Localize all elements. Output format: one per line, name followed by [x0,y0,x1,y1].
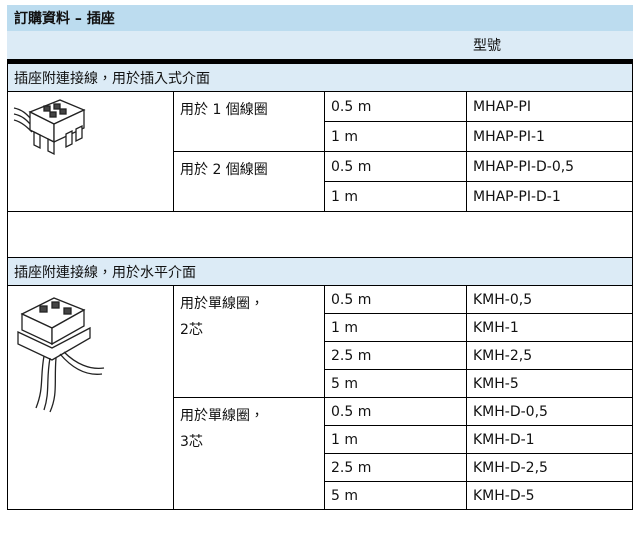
part-number: KMH-0,5 [466,285,633,314]
image-cell [7,285,174,510]
blank-cell [7,211,633,258]
header-cell [7,30,174,64]
cable-length: 0.5 m [324,397,467,426]
part-number: KMH-5 [466,369,633,398]
part-number: MHAP-PI-D-1 [466,181,633,212]
item-row: 用於單線圈， 3芯 0.5 m KMH-D-0,5 [8,397,633,510]
part-number: KMH-1 [466,313,633,342]
socket-icon-plugin [13,99,86,156]
cable-length: 1 m [324,121,467,152]
cable-length: 0.5 m [324,91,467,122]
item-row: 用於單線圈， 2芯 0.5 m KMH-0,5 [7,285,633,510]
group-label: 用於單線圈， 2芯 [173,285,325,398]
image-cell [7,91,174,212]
label-line: 3芯 [180,434,203,450]
header-cell [324,30,467,64]
column-label: 型號 [466,30,633,64]
label-line: 2芯 [180,322,203,338]
group-label: 用於 1 個線圈 [173,91,325,152]
section-row: 插座附連接線，用於水平介面 [7,257,633,286]
part-number: KMH-D-5 [466,481,633,510]
cable-length: 1 m [324,425,467,454]
group-label: 用於 2 個線圈 [173,151,325,212]
part-number: KMH-D-0,5 [466,397,633,426]
label-line: 用於 1 個線圈 [180,102,268,118]
cable-length: 5 m [324,369,467,398]
section-title: 插座附連接線，用於水平介面 [7,257,633,286]
item-row: 2.5 m KMH-D-2,5 [8,453,633,482]
part-number: MHAP-PI-1 [466,121,633,152]
table-title: 訂購資料 – 插座 [7,5,633,31]
cable-length: 5 m [324,481,467,510]
item-row: 1 m MHAP-PI-D-1 [8,181,633,212]
blank-row [7,211,633,258]
part-number: KMH-2,5 [466,341,633,370]
cable-length: 1 m [324,313,467,342]
group-label: 用於單線圈， 3芯 [173,397,325,510]
part-number: MHAP-PI-D-0,5 [466,151,633,182]
label-line: 用於單線圈， [180,408,264,424]
item-row: 用於 2 個線圈 0.5 m MHAP-PI-D-0,5 [8,151,633,212]
item-row: 5 m KMH-5 [8,369,633,398]
item-row: 5 m KMH-D-5 [8,481,633,510]
section-row: 插座附連接線，用於插入式介面 [7,61,633,92]
item-row: 1 m KMH-D-1 [8,425,633,454]
part-number: KMH-D-1 [466,425,633,454]
cable-length: 0.5 m [324,285,467,314]
cable-length: 1 m [324,181,467,212]
part-number: MHAP-PI [466,91,633,122]
item-row: 1 m MHAP-PI-1 [8,121,633,152]
cable-length: 2.5 m [324,341,467,370]
cable-length: 2.5 m [324,453,467,482]
part-number: KMH-D-2,5 [466,453,633,482]
header-row: 型號 [7,30,633,64]
cable-length: 0.5 m [324,151,467,182]
label-line: 用於 2 個線圈 [180,162,268,178]
section-title: 插座附連接線，用於插入式介面 [7,61,633,92]
title-row: 訂購資料 – 插座 [7,5,633,31]
item-row: 用於 1 個線圈 0.5 m MHAP-PI [7,91,633,212]
socket-icon-horizontal [17,297,105,413]
header-cell [173,30,325,64]
label-line: 用於單線圈， [180,296,264,312]
item-row: 1 m KMH-1 [8,313,633,342]
